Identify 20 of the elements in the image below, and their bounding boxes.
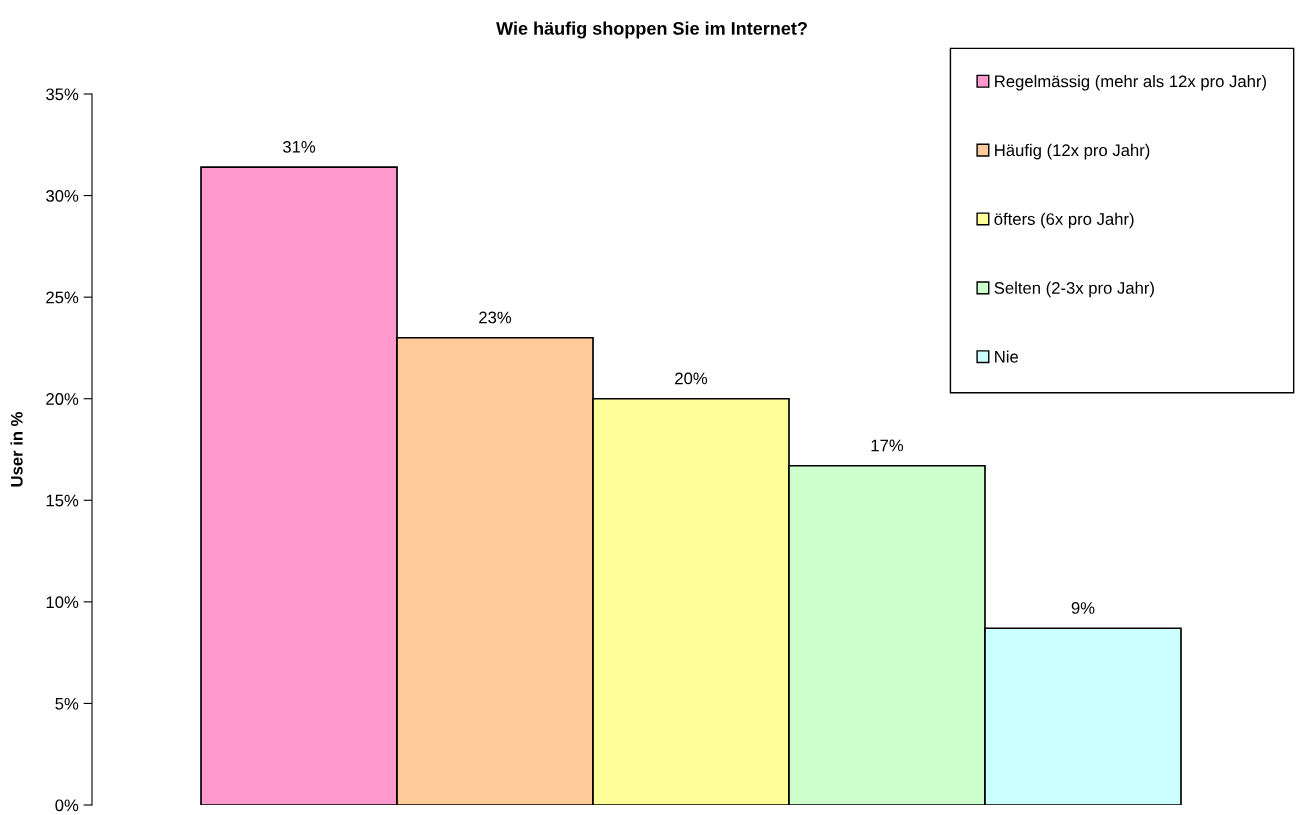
data-label: 17% xyxy=(871,439,904,452)
legend-label: Häufig (12x pro Jahr) xyxy=(995,143,1150,160)
data-label: 20% xyxy=(675,372,708,385)
y-tick-label: 30% xyxy=(46,189,79,202)
y-tick-label: 20% xyxy=(46,393,79,405)
legend-label: Regelmässig (mehr als 12x pro Jahr) xyxy=(995,75,1266,91)
data-label: 9% xyxy=(1071,602,1095,614)
y-axis-title: User in % xyxy=(10,411,23,487)
y-tick-label: 25% xyxy=(46,291,79,304)
y-tick-label: 0% xyxy=(55,799,79,812)
y-tick-label: 5% xyxy=(55,697,79,710)
data-label: 23% xyxy=(479,311,512,324)
chart-title: Wie häufig shoppen Sie im Internet? xyxy=(496,21,807,39)
legend-label: Nie xyxy=(995,350,1019,363)
data-label: 31% xyxy=(282,140,316,153)
legend-label: Selten (2-3x pro Jahr) xyxy=(994,281,1154,298)
y-tick-label: 10% xyxy=(46,596,79,609)
legend-label: öfters (6x pro Jahr) xyxy=(994,212,1134,229)
y-tick-label: 35% xyxy=(46,88,79,101)
y-tick-label: 15% xyxy=(46,494,79,507)
